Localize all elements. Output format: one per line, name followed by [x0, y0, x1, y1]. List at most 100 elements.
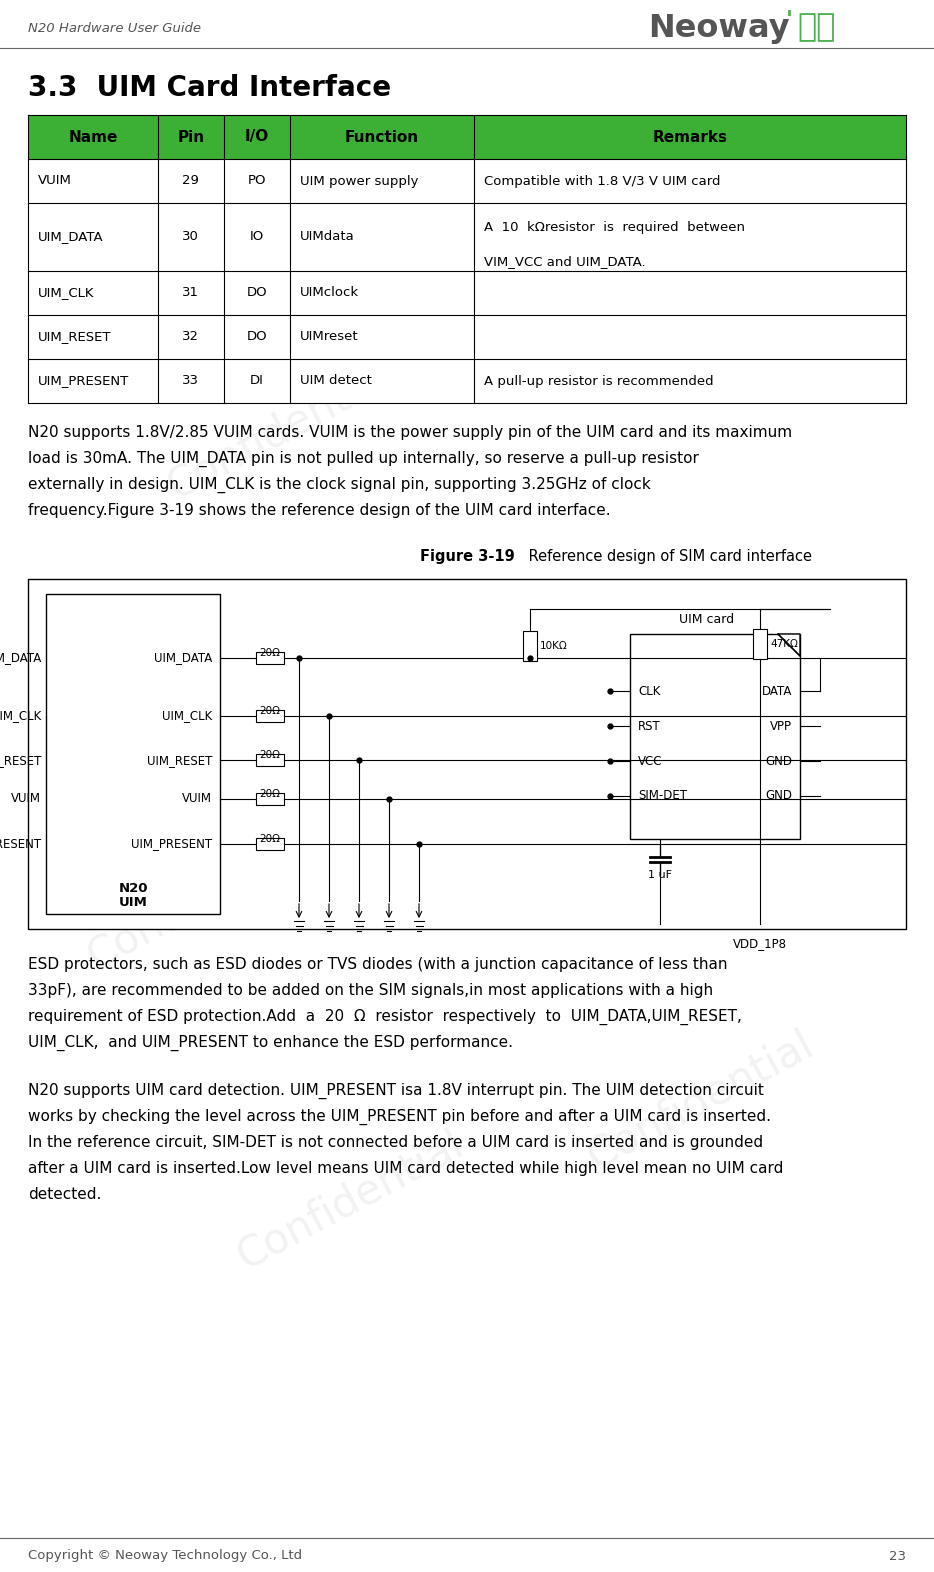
Text: GND: GND — [765, 755, 792, 767]
Text: UIMdata: UIMdata — [300, 231, 354, 244]
Text: Confidential: Confidential — [479, 673, 720, 827]
Bar — [28, 203, 906, 270]
Text: 20Ω: 20Ω — [260, 750, 280, 761]
Text: Confidential: Confidential — [79, 822, 320, 978]
Bar — [28, 358, 906, 402]
Text: N20: N20 — [119, 882, 148, 896]
Bar — [256, 652, 284, 663]
Text: UIM_CLK: UIM_CLK — [38, 286, 94, 300]
Text: In the reference circuit, SIM-DET is not connected before a UIM card is inserted: In the reference circuit, SIM-DET is not… — [28, 1135, 763, 1151]
Text: UIM_RESET: UIM_RESET — [38, 330, 111, 344]
Text: UIM_RESET: UIM_RESET — [147, 755, 212, 767]
Text: Confidential: Confidential — [230, 1122, 471, 1278]
Text: VDD_1P8: VDD_1P8 — [733, 937, 787, 949]
Text: IO: IO — [249, 231, 263, 244]
Text: Confidential: Confidential — [460, 203, 700, 357]
Text: UIM: UIM — [119, 896, 148, 909]
Text: UIM_CLK,  and UIM_PRESENT to enhance the ESD performance.: UIM_CLK, and UIM_PRESENT to enhance the … — [28, 1034, 513, 1052]
Text: 有方: 有方 — [797, 13, 836, 44]
Text: ': ' — [786, 9, 793, 30]
Text: 33: 33 — [182, 374, 199, 388]
Bar — [256, 838, 284, 849]
Text: UIMclock: UIMclock — [300, 286, 359, 300]
Text: 20Ω: 20Ω — [260, 706, 280, 715]
Text: externally in design. UIM_CLK is the clock signal pin, supporting 3.25GHz of clo: externally in design. UIM_CLK is the clo… — [28, 476, 651, 494]
Text: DI: DI — [249, 374, 263, 388]
Text: Remarks: Remarks — [653, 129, 728, 145]
Bar — [28, 314, 906, 358]
Text: VCC: VCC — [638, 755, 662, 767]
Text: GND: GND — [765, 789, 792, 802]
Text: requirement of ESD protection.Add  a  20  Ω  resistor  respectively  to  UIM_DAT: requirement of ESD protection.Add a 20 Ω… — [28, 1009, 747, 1025]
Text: UIM_DATA: UIM_DATA — [0, 651, 41, 665]
Text: UIM_PRESENT: UIM_PRESENT — [38, 374, 129, 388]
Bar — [256, 792, 284, 805]
Text: load is 30mA. The UIM_DATA pin is not pulled up internally, so reserve a pull-up: load is 30mA. The UIM_DATA pin is not pu… — [28, 451, 699, 467]
Text: 1 uF: 1 uF — [648, 869, 672, 880]
Text: VUIM: VUIM — [11, 792, 41, 805]
Text: PO: PO — [248, 174, 266, 187]
Text: 30: 30 — [182, 231, 199, 244]
Text: 20Ω: 20Ω — [260, 789, 280, 799]
Text: 32: 32 — [182, 330, 199, 344]
Text: UIM card: UIM card — [679, 613, 734, 626]
Text: Figure 3-19: Figure 3-19 — [419, 549, 515, 563]
Text: VIM_VCC and UIM_DATA.: VIM_VCC and UIM_DATA. — [484, 255, 645, 267]
Text: UIM_CLK: UIM_CLK — [162, 709, 212, 722]
Text: Confidential: Confidential — [160, 352, 401, 508]
Text: after a UIM card is inserted.Low level means UIM card detected while high level : after a UIM card is inserted.Low level m… — [28, 1162, 784, 1176]
Text: DO: DO — [247, 330, 267, 344]
Text: works by checking the level across the UIM_PRESENT pin before and after a UIM ca: works by checking the level across the U… — [28, 1108, 771, 1126]
Text: UIM_PRESENT: UIM_PRESENT — [131, 838, 212, 850]
Text: 47KΩ: 47KΩ — [770, 638, 798, 649]
Text: Function: Function — [345, 129, 418, 145]
Text: Confidential: Confidential — [580, 1023, 820, 1177]
Text: UIM_PRESENT: UIM_PRESENT — [0, 838, 41, 850]
Text: 20Ω: 20Ω — [260, 833, 280, 844]
Bar — [523, 630, 537, 660]
Text: 29: 29 — [182, 174, 199, 187]
Bar — [46, 594, 220, 913]
Bar — [28, 115, 906, 159]
Text: VPP: VPP — [770, 720, 792, 733]
Text: Pin: Pin — [177, 129, 205, 145]
Text: UIM_DATA: UIM_DATA — [38, 231, 104, 244]
Text: UIMreset: UIMreset — [300, 330, 359, 344]
Text: detected.: detected. — [28, 1187, 102, 1203]
Text: CLK: CLK — [638, 685, 660, 698]
Text: N20 supports UIM card detection. UIM_PRESENT isa 1.8V interrupt pin. The UIM det: N20 supports UIM card detection. UIM_PRE… — [28, 1083, 764, 1099]
Text: N20 supports 1.8V/2.85 VUIM cards. VUIM is the power supply pin of the UIM card : N20 supports 1.8V/2.85 VUIM cards. VUIM … — [28, 424, 792, 440]
Text: 23: 23 — [889, 1550, 906, 1563]
Text: 10KΩ: 10KΩ — [540, 641, 568, 651]
Text: Name: Name — [68, 129, 118, 145]
Text: frequency.Figure 3-19 shows the reference design of the UIM card interface.: frequency.Figure 3-19 shows the referenc… — [28, 503, 611, 519]
Text: N20 Hardware User Guide: N20 Hardware User Guide — [28, 22, 201, 35]
Text: VUIM: VUIM — [38, 174, 72, 187]
Text: 3.3  UIM Card Interface: 3.3 UIM Card Interface — [28, 74, 391, 102]
Text: 20Ω: 20Ω — [260, 648, 280, 659]
Text: 33pF), are recommended to be added on the SIM signals,in most applications with : 33pF), are recommended to be added on th… — [28, 982, 714, 998]
Text: Copyright © Neoway Technology Co., Ltd: Copyright © Neoway Technology Co., Ltd — [28, 1550, 302, 1563]
Text: I/O: I/O — [245, 129, 269, 145]
Bar — [753, 629, 767, 659]
Text: VUIM: VUIM — [182, 792, 212, 805]
Text: RST: RST — [638, 720, 660, 733]
Polygon shape — [778, 634, 800, 656]
Text: DATA: DATA — [761, 685, 792, 698]
Text: A pull-up resistor is recommended: A pull-up resistor is recommended — [484, 374, 714, 388]
Bar — [630, 634, 800, 839]
Text: Neoway: Neoway — [648, 13, 789, 44]
Text: DO: DO — [247, 286, 267, 300]
Text: A  10  kΩresistor  is  required  between: A 10 kΩresistor is required between — [484, 220, 745, 234]
Bar — [28, 578, 906, 929]
Bar — [28, 159, 906, 203]
Text: UIM detect: UIM detect — [300, 374, 372, 388]
Text: UIM_RESET: UIM_RESET — [0, 755, 41, 767]
Text: UIM_CLK: UIM_CLK — [0, 709, 41, 722]
Text: UIM power supply: UIM power supply — [300, 174, 418, 187]
Text: Compatible with 1.8 V/3 V UIM card: Compatible with 1.8 V/3 V UIM card — [484, 174, 720, 187]
Bar — [256, 755, 284, 767]
Text: Reference design of SIM card interface: Reference design of SIM card interface — [524, 549, 812, 563]
Text: SIM-DET: SIM-DET — [638, 789, 687, 802]
Text: ESD protectors, such as ESD diodes or TVS diodes (with a junction capacitance of: ESD protectors, such as ESD diodes or TV… — [28, 957, 728, 971]
